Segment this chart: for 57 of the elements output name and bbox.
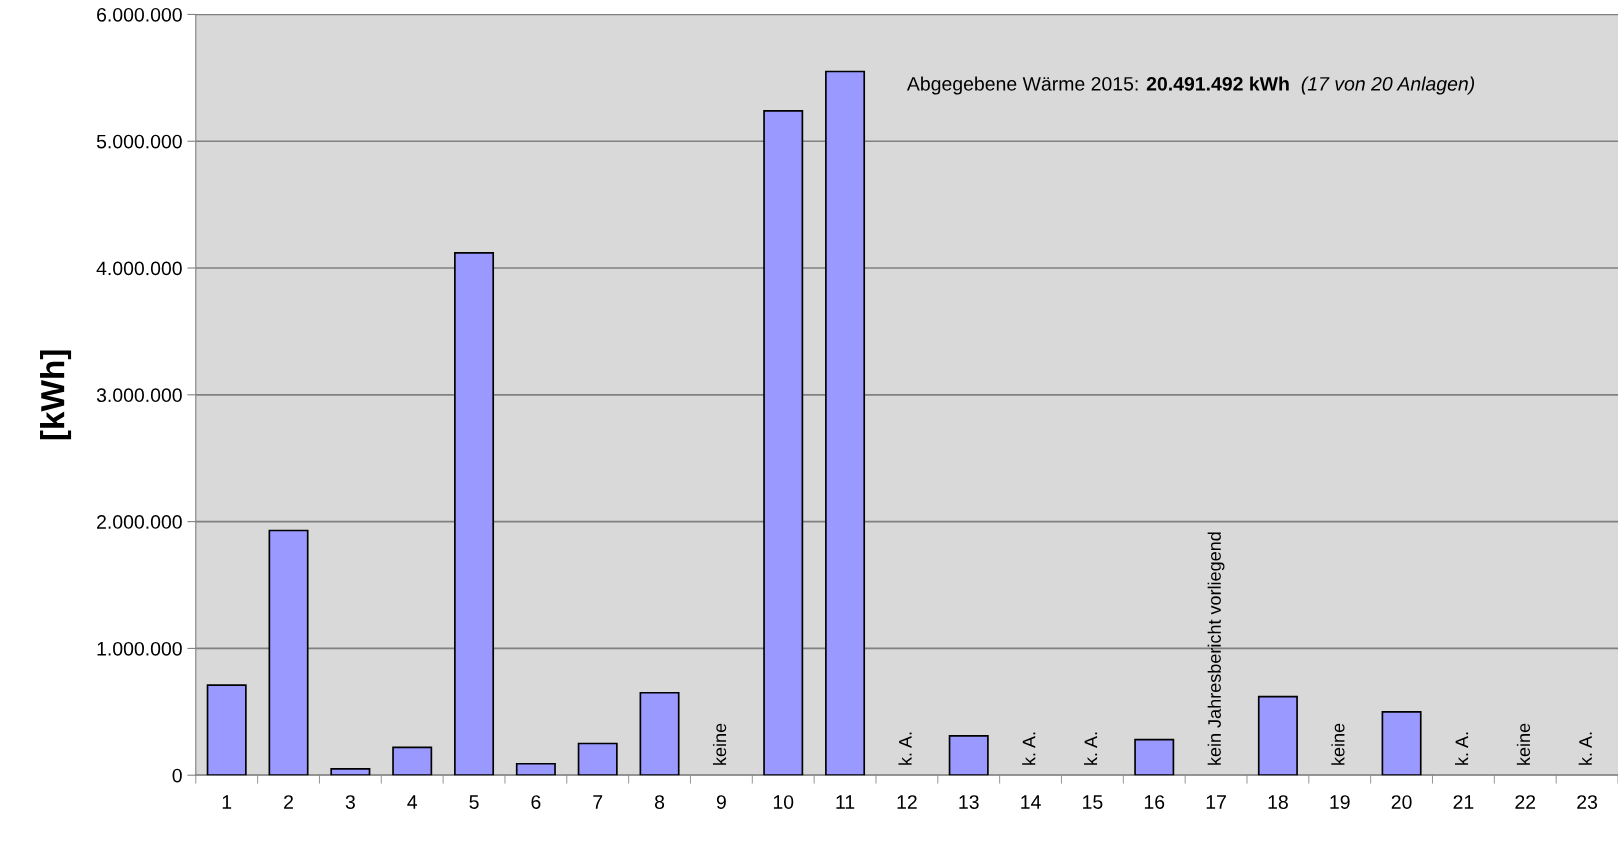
y-tick-label: 3.000.000 — [96, 388, 182, 403]
bar — [763, 109, 804, 776]
x-tick-label: 14 — [1021, 795, 1041, 809]
y-tick-label: 4.000.000 — [96, 261, 182, 276]
bar — [639, 691, 680, 776]
x-tick-label: 15 — [1083, 795, 1103, 809]
annotation: Abgegebene Wärme 2015: — [906, 76, 1138, 95]
annotation: 20.491.492 kWh — [1146, 76, 1289, 91]
text: keine — [1516, 723, 1531, 765]
x-tick-label: 4 — [407, 795, 418, 809]
x-tick-label: 6 — [531, 795, 541, 809]
x-tick-label: 1 — [222, 795, 232, 809]
bar — [577, 742, 618, 776]
x-tick-label: 10 — [773, 795, 794, 809]
x-tick-label: 2 — [284, 795, 293, 809]
bar — [1134, 738, 1175, 776]
x-tick-label: 23 — [1577, 795, 1598, 809]
y-tick-label: 5.000.000 — [96, 134, 182, 149]
x-tick-label: 9 — [716, 795, 726, 809]
x-tick-label: 7 — [593, 795, 603, 809]
y-tick-label: 2.000.000 — [97, 515, 182, 529]
y-tick-label: 1.000.000 — [97, 641, 182, 656]
bar — [825, 70, 866, 776]
bar — [948, 735, 989, 776]
x-tick-label: 19 — [1330, 795, 1350, 809]
bar — [268, 529, 309, 776]
y-axis-title: [kWh] — [40, 350, 72, 440]
text: keine — [1331, 723, 1345, 765]
text: keine — [712, 723, 727, 765]
y-tick-label: 0 — [172, 768, 182, 783]
x-tick-label: 16 — [1144, 795, 1165, 809]
x-tick-label: 12 — [897, 795, 917, 809]
bar — [206, 684, 247, 776]
text: kein Jahresbericht vorliegend — [1207, 532, 1225, 765]
x-tick-label: 11 — [836, 795, 855, 809]
bar — [454, 251, 495, 776]
x-tick-label: 21 — [1453, 795, 1474, 809]
x-tick-label: 13 — [959, 795, 979, 809]
x-tick-label: 17 — [1206, 795, 1226, 809]
x-tick-label: 20 — [1391, 795, 1412, 809]
text: k. A. — [1578, 732, 1592, 765]
x-tick-label: 3 — [345, 795, 355, 809]
text: k. A. — [1022, 732, 1036, 765]
x-tick-label: 8 — [654, 795, 665, 809]
text: k. A. — [1083, 732, 1098, 765]
x-tick-label: 18 — [1268, 795, 1288, 809]
bar — [330, 768, 371, 776]
bar — [1257, 695, 1298, 776]
annotation: (17 von 20 Anlagen) — [1301, 76, 1475, 95]
x-tick-label: 5 — [469, 795, 479, 809]
bar — [1381, 710, 1422, 776]
text: k. A. — [898, 732, 912, 765]
text: k. A. — [1455, 732, 1469, 765]
x-tick-label: 22 — [1515, 795, 1536, 809]
bar — [392, 746, 433, 776]
bar — [515, 762, 556, 776]
y-tick-label: 6.000.000 — [97, 7, 182, 22]
